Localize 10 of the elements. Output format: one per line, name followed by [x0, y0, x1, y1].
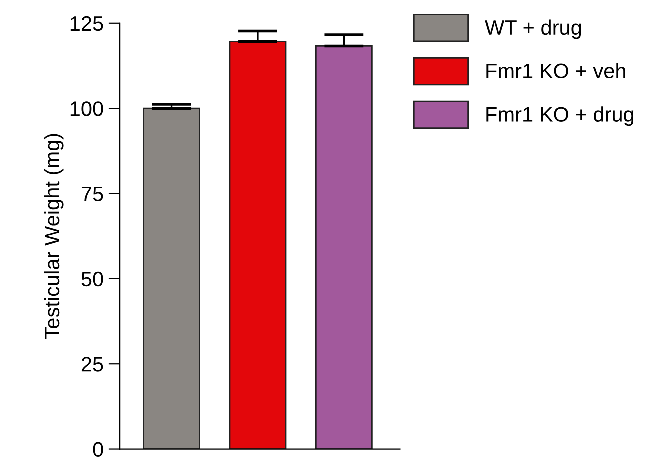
legend-label: Fmr1 KO + veh: [486, 63, 626, 79]
y-tick-label: 0: [93, 442, 104, 458]
y-tick-label: 100: [70, 102, 104, 116]
y-tick-label: 50: [82, 272, 104, 287]
legend-label: WT + drug: [485, 20, 582, 40]
y-tick-label: 25: [82, 357, 104, 372]
y-tick-label: 125: [70, 16, 104, 32]
y-axis-title: Testicular Weight (mg): [44, 134, 64, 340]
legend-label: Fmr1 KO + drug: [486, 106, 634, 126]
y-tick-label: 75: [82, 186, 104, 202]
